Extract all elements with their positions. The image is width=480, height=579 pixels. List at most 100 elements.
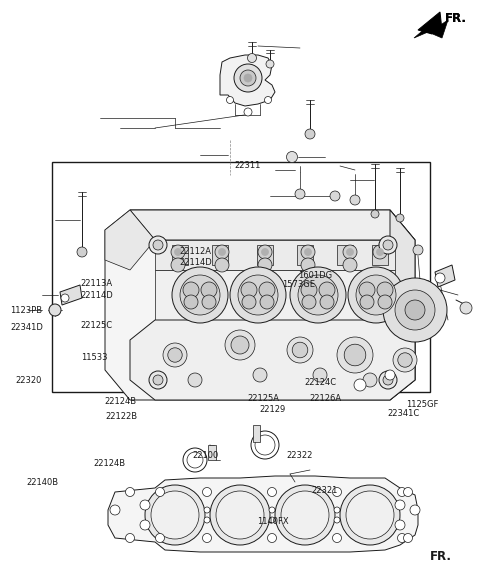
Text: 22311: 22311: [234, 160, 261, 170]
Circle shape: [183, 448, 207, 472]
Circle shape: [360, 295, 374, 309]
Text: 1123PB: 1123PB: [11, 306, 43, 315]
Circle shape: [264, 97, 272, 104]
Circle shape: [413, 245, 423, 255]
Circle shape: [337, 337, 373, 373]
Circle shape: [61, 294, 69, 302]
Circle shape: [188, 373, 202, 387]
Circle shape: [404, 488, 412, 497]
Circle shape: [125, 533, 134, 543]
Circle shape: [383, 375, 393, 385]
Circle shape: [262, 248, 268, 255]
Circle shape: [231, 336, 249, 354]
Circle shape: [334, 507, 340, 513]
Circle shape: [241, 282, 257, 298]
Text: 22126A: 22126A: [309, 394, 341, 404]
Circle shape: [248, 53, 256, 63]
Circle shape: [395, 290, 435, 330]
Circle shape: [404, 533, 412, 543]
Polygon shape: [130, 320, 415, 400]
Circle shape: [251, 431, 279, 459]
Text: 1601DG: 1601DG: [298, 271, 332, 280]
Circle shape: [260, 295, 274, 309]
Circle shape: [287, 152, 298, 163]
Circle shape: [319, 282, 335, 298]
Text: 1573GE: 1573GE: [282, 280, 315, 290]
Circle shape: [242, 295, 256, 309]
Circle shape: [238, 275, 278, 315]
Circle shape: [204, 517, 210, 523]
Circle shape: [244, 74, 252, 82]
Text: 22114D: 22114D: [81, 291, 113, 300]
Circle shape: [290, 267, 346, 323]
Circle shape: [215, 258, 229, 272]
Polygon shape: [105, 210, 155, 270]
Circle shape: [405, 300, 425, 320]
Polygon shape: [390, 210, 415, 400]
Circle shape: [295, 189, 305, 199]
Circle shape: [168, 348, 182, 362]
Text: 1140FX: 1140FX: [257, 516, 288, 526]
Circle shape: [383, 278, 447, 342]
Bar: [253, 425, 260, 442]
Circle shape: [215, 245, 229, 259]
Circle shape: [218, 248, 226, 255]
Circle shape: [201, 282, 217, 298]
Circle shape: [377, 282, 393, 298]
Circle shape: [258, 245, 272, 259]
Circle shape: [334, 517, 340, 523]
Circle shape: [301, 258, 315, 272]
Circle shape: [347, 248, 353, 255]
Circle shape: [204, 507, 210, 513]
Circle shape: [344, 344, 366, 366]
Text: FR.: FR.: [430, 551, 452, 563]
Circle shape: [396, 214, 404, 222]
Polygon shape: [372, 245, 388, 265]
Circle shape: [343, 245, 357, 259]
Circle shape: [275, 485, 335, 545]
Circle shape: [383, 240, 393, 250]
Circle shape: [175, 248, 181, 255]
Circle shape: [234, 64, 262, 92]
Circle shape: [397, 533, 407, 543]
Circle shape: [379, 371, 397, 389]
Circle shape: [187, 452, 203, 468]
Circle shape: [210, 485, 270, 545]
Text: 22322: 22322: [287, 450, 313, 460]
Polygon shape: [130, 210, 415, 240]
Circle shape: [281, 491, 329, 539]
Polygon shape: [172, 245, 188, 265]
Circle shape: [397, 488, 407, 497]
Circle shape: [313, 368, 327, 382]
Circle shape: [298, 275, 338, 315]
Circle shape: [435, 273, 445, 283]
Circle shape: [395, 500, 405, 510]
Circle shape: [227, 97, 233, 104]
Polygon shape: [155, 240, 395, 270]
Circle shape: [301, 245, 315, 259]
Circle shape: [240, 70, 256, 86]
Polygon shape: [418, 12, 442, 34]
Circle shape: [356, 275, 396, 315]
Circle shape: [376, 248, 384, 255]
Polygon shape: [297, 245, 313, 265]
Circle shape: [379, 236, 397, 254]
Circle shape: [125, 488, 134, 497]
Circle shape: [140, 500, 150, 510]
Text: 22124B: 22124B: [94, 459, 126, 468]
Circle shape: [180, 275, 220, 315]
Circle shape: [203, 488, 212, 497]
Circle shape: [340, 485, 400, 545]
Circle shape: [230, 267, 286, 323]
Circle shape: [292, 342, 308, 358]
Polygon shape: [220, 55, 275, 106]
Circle shape: [259, 282, 275, 298]
Text: 22341D: 22341D: [11, 323, 43, 332]
Text: 22341C: 22341C: [388, 409, 420, 418]
Text: 22112A: 22112A: [180, 247, 212, 256]
Circle shape: [410, 505, 420, 515]
Text: FR.: FR.: [445, 12, 467, 24]
Circle shape: [269, 517, 275, 523]
Circle shape: [49, 304, 61, 316]
Text: 22129: 22129: [259, 405, 286, 414]
